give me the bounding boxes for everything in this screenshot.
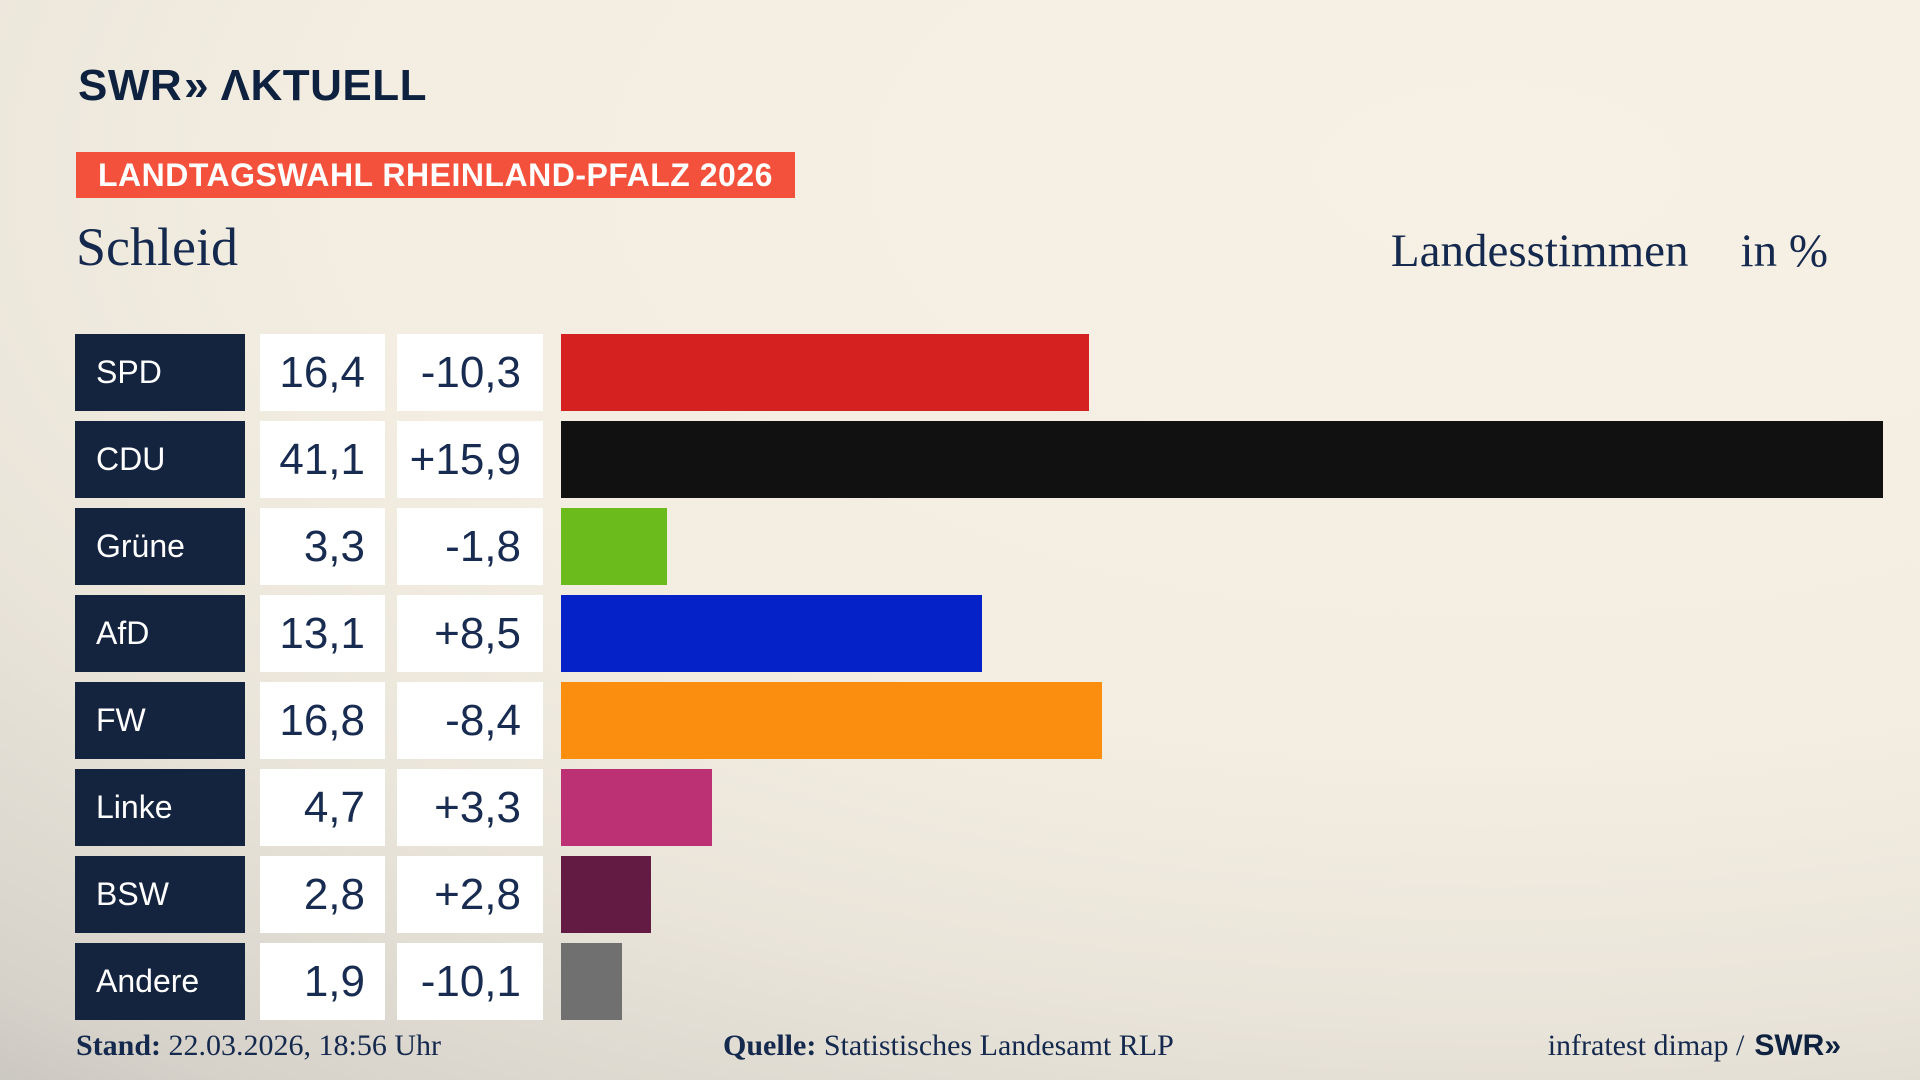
value-cell: 4,7 [260,769,385,846]
metric-unit: in % [1740,225,1828,277]
value-cell: 1,9 [260,943,385,1020]
party-label: SPD [75,334,245,411]
election-banner: LANDTAGSWAHL RHEINLAND-PFALZ 2026 [76,152,795,198]
municipality-title: Schleid [76,217,238,277]
result-bar [561,334,1089,411]
change-cell: -10,1 [397,943,543,1020]
source-note: Quelle: Statistisches Landesamt RLP [723,1028,1174,1064]
source-value: Statistisches Landesamt RLP [823,1029,1174,1062]
party-row: FW 16,8 -8,4 [75,682,1920,759]
party-label: CDU [75,421,245,498]
change-cell: +3,3 [397,769,543,846]
change-cell: -1,8 [397,508,543,585]
aktuell-logo-text: ΛKTUELL [220,61,428,110]
party-label: AfD [75,595,245,672]
result-bar [561,769,713,846]
party-label: Grüne [75,508,245,585]
result-bar [561,682,1102,759]
value-cell: 13,1 [260,595,385,672]
result-bar [561,856,652,933]
party-row: Andere 1,9 -10,1 [75,943,1920,1020]
party-label: FW [75,682,245,759]
value-cell: 2,8 [260,856,385,933]
party-row: Linke 4,7 +3,3 [75,769,1920,846]
party-row: AfD 13,1 +8,5 [75,595,1920,672]
stand-value: 22.03.2026, 18:56 Uhr [168,1029,442,1062]
swr-logo-small: SWR» [1754,1029,1841,1062]
party-row: SPD 16,4 -10,3 [75,334,1920,411]
value-cell: 41,1 [260,421,385,498]
value-cell: 16,4 [260,334,385,411]
credit-text: infratest dimap / [1547,1029,1745,1062]
change-cell: -8,4 [397,682,543,759]
stand-label: Stand: [76,1029,162,1062]
swr-chevrons-icon: » [184,61,209,110]
party-row: Grüne 3,3 -1,8 [75,508,1920,585]
party-label: Linke [75,769,245,846]
stand-note: Stand: 22.03.2026, 18:56 Uhr [76,1028,441,1064]
party-label: BSW [75,856,245,933]
swr-logo-text: SWR [78,61,183,110]
change-cell: -10,3 [397,334,543,411]
party-row: BSW 2,8 +2,8 [75,856,1920,933]
result-bar [561,943,623,1020]
swr-aktuell-logo: SWR» ΛKTUELL [78,64,427,108]
result-bar [561,508,668,585]
metric-name: Landesstimmen [1390,225,1689,277]
change-cell: +8,5 [397,595,543,672]
metric-title: Landesstimmen in % [1390,225,1828,278]
results-chart: SPD 16,4 -10,3 CDU 41,1 +15,9 Grüne 3,3 -1,8 AfD 1… [75,334,1920,1034]
credit-note: infratest dimap / SWR» [1548,1028,1841,1064]
change-cell: +15,9 [397,421,543,498]
result-bar [561,421,1884,498]
change-cell: +2,8 [397,856,543,933]
swr-chevrons-small-icon: » [1824,1029,1841,1062]
value-cell: 16,8 [260,682,385,759]
result-bar [561,595,983,672]
value-cell: 3,3 [260,508,385,585]
party-label: Andere [75,943,245,1020]
party-row: CDU 41,1 +15,9 [75,421,1920,498]
source-label: Quelle: [723,1029,817,1062]
